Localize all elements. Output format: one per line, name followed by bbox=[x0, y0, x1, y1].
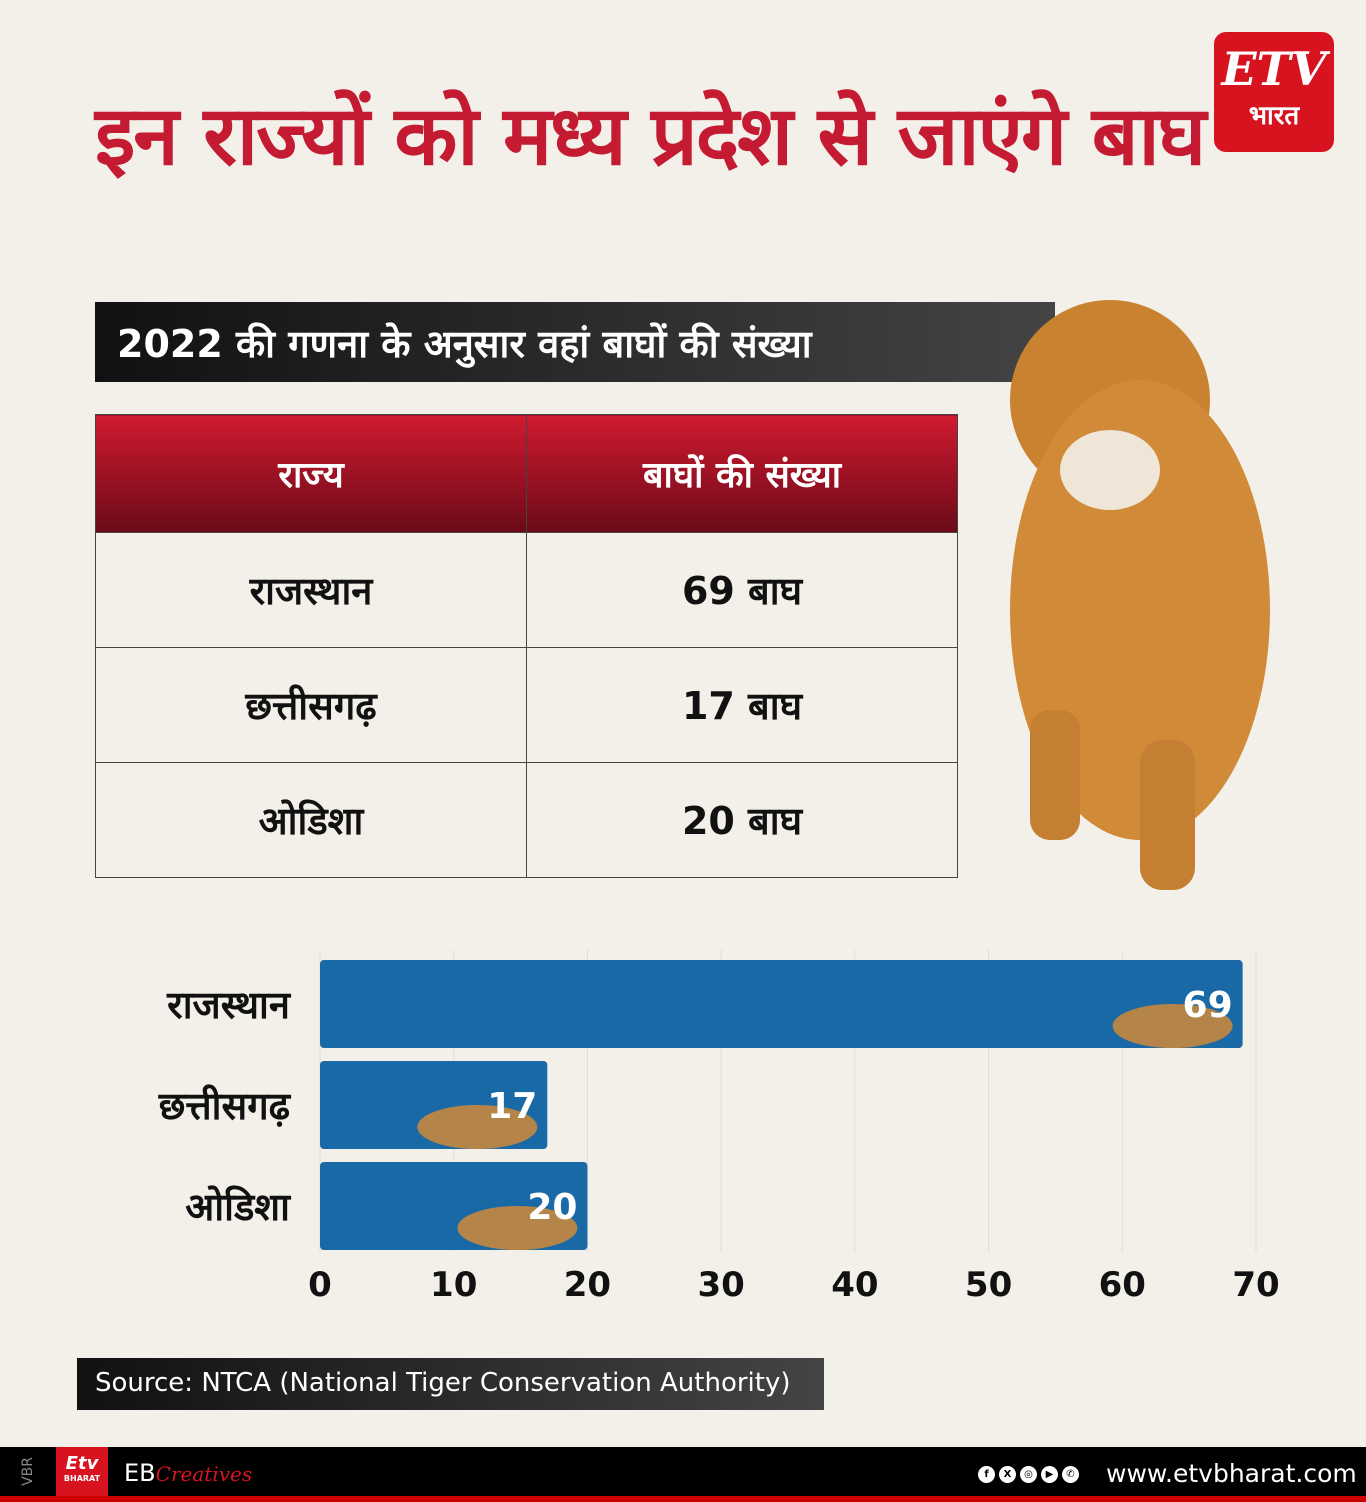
x-tick-label: 70 bbox=[1232, 1265, 1279, 1305]
x-tick-label: 0 bbox=[308, 1265, 332, 1305]
x-tick-label: 20 bbox=[564, 1265, 611, 1305]
page-title: इन राज्यों को मध्य प्रदेश से जाएंगे बाघ bbox=[95, 89, 1206, 184]
x-tick-label: 50 bbox=[965, 1265, 1012, 1305]
header-state: राज्य bbox=[95, 414, 527, 533]
x-tick-label: 10 bbox=[430, 1265, 477, 1305]
x-icon[interactable]: X bbox=[999, 1466, 1016, 1483]
source-note: Source: NTCA (National Tiger Conservatio… bbox=[77, 1358, 824, 1410]
tiger-image bbox=[1010, 300, 1270, 890]
header-count: बाघों की संख्या bbox=[526, 414, 958, 533]
tiger-icon bbox=[417, 1105, 538, 1149]
category-label: राजस्थान bbox=[166, 983, 292, 1027]
cell: राजस्थान bbox=[95, 532, 527, 648]
etv-bharat-logo: ETV भारत bbox=[1214, 32, 1334, 152]
table-row: छत्तीसगढ़ 17 बाघ bbox=[95, 647, 958, 763]
subtitle: 2022 की गणना के अनुसार वहां बाघों की संख… bbox=[95, 302, 1055, 382]
youtube-icon[interactable]: ▶ bbox=[1041, 1466, 1058, 1483]
whatsapp-icon[interactable]: ✆ bbox=[1062, 1466, 1079, 1483]
bar-chart: 0 10 20 30 40 50 60 70 69 राजस्थान 17 छत्तीसगढ़ 20 ओड… bbox=[158, 950, 1280, 1305]
eb-creatives: EBCreatives bbox=[124, 1459, 253, 1487]
footer: VBR Etv BHARAT EBCreatives f X ◎ ▶ ✆ www.etvb… bbox=[0, 1447, 1366, 1502]
cell: छत्तीसगढ़ bbox=[95, 647, 527, 763]
x-tick-label: 30 bbox=[697, 1265, 744, 1305]
cell: 20 बाघ bbox=[526, 762, 958, 878]
vbr-label: VBR bbox=[20, 1457, 36, 1486]
website-link[interactable]: www.etvbharat.com bbox=[1106, 1459, 1357, 1488]
tiger-icon bbox=[1112, 1004, 1233, 1048]
data-label: 17 bbox=[487, 1086, 537, 1127]
footer-logo: Etv BHARAT bbox=[56, 1447, 108, 1496]
x-tick-label: 40 bbox=[831, 1265, 878, 1305]
instagram-icon[interactable]: ◎ bbox=[1020, 1466, 1037, 1483]
category-label: ओडिशा bbox=[185, 1185, 291, 1229]
data-label: 69 bbox=[1183, 985, 1233, 1026]
cell: ओडिशा bbox=[95, 762, 527, 878]
category-label: छत्तीसगढ़ bbox=[158, 1084, 292, 1128]
data-label: 20 bbox=[527, 1187, 577, 1228]
bar bbox=[320, 960, 1243, 1048]
cell: 17 बाघ bbox=[526, 647, 958, 763]
tiger-table: राज्य बाघों की संख्या राजस्थान 69 बाघ छत्त… bbox=[95, 414, 958, 878]
x-tick-label: 60 bbox=[1099, 1265, 1146, 1305]
tiger-icon bbox=[457, 1206, 578, 1250]
table-row: ओडिशा 20 बाघ bbox=[95, 762, 958, 878]
table-row: राजस्थान 69 बाघ bbox=[95, 532, 958, 648]
cell: 69 बाघ bbox=[526, 532, 958, 648]
facebook-icon[interactable]: f bbox=[978, 1466, 995, 1483]
